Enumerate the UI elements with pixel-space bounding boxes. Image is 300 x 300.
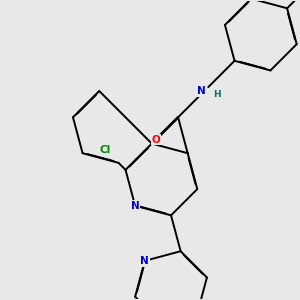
- Text: N: N: [197, 86, 206, 96]
- Text: N: N: [140, 256, 149, 266]
- Text: H: H: [214, 89, 221, 98]
- Text: O: O: [152, 135, 160, 145]
- Text: Cl: Cl: [100, 145, 111, 155]
- Text: N: N: [131, 201, 140, 211]
